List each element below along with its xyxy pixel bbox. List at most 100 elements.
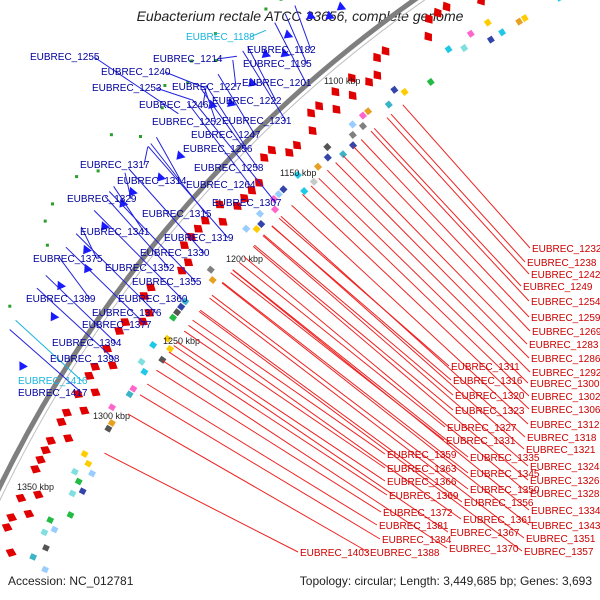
cog-category-block [390, 85, 399, 94]
reverse-gene-arrow [83, 244, 92, 255]
forward-gene-arrow [1, 523, 13, 532]
reverse-gene-arrow [101, 221, 110, 231]
cog-category-block [515, 17, 523, 26]
forward-gene-arrow [267, 145, 277, 155]
gene-label: EUBREC_1328 [530, 489, 600, 500]
accession-text: Accession: NC_012781 [8, 574, 134, 588]
cog-category-block [107, 419, 116, 427]
label-leader-line [156, 369, 382, 513]
label-leader-line [173, 345, 449, 533]
label-leader-line [58, 256, 91, 300]
cog-category-block [309, 177, 318, 186]
cog-category-block [323, 153, 332, 162]
cog-category-block [50, 525, 59, 534]
cog-category-block [257, 220, 266, 229]
label-leader-line [36, 287, 115, 360]
label-leader-line [203, 87, 217, 123]
label-leader-line [390, 113, 526, 263]
cog-category-block [70, 467, 79, 476]
cog-category-block [181, 297, 190, 306]
gene-label: EUBREC_1357 [524, 547, 594, 558]
label-leader-line [238, 262, 446, 428]
label-leader-line [291, 204, 529, 425]
gene-label: EUBREC_1311 [451, 362, 520, 373]
forward-gene-arrow [186, 232, 196, 241]
feature-marker [45, 243, 49, 247]
label-leader-line [183, 330, 386, 469]
label-leader-line [274, 22, 307, 84]
label-leader-line [352, 146, 531, 332]
gene-label: EUBREC_1254 [531, 297, 600, 308]
feature-marker [214, 59, 218, 62]
gene-label: EUBREC_1317 [80, 160, 150, 171]
gene-label: EUBREC_1314 [117, 176, 187, 187]
gene-label: EUBREC_1375 [33, 254, 103, 265]
gene-label: EUBREC_1360 [118, 294, 188, 305]
feature-marker [163, 84, 167, 87]
cog-category-block [498, 28, 507, 37]
forward-gene-arrow [433, 7, 442, 18]
cog-category-block [364, 107, 373, 116]
forward-gene-arrow [30, 465, 41, 474]
cog-category-block [313, 162, 323, 171]
label-leader-line [232, 269, 530, 511]
forward-gene-arrow [6, 513, 18, 522]
forward-gene-arrow [381, 46, 390, 56]
gene-label: EUBREC_1306 [531, 405, 600, 416]
cog-category-block [166, 344, 175, 353]
feature-marker [96, 169, 100, 173]
cog-category-block [84, 459, 93, 468]
cog-category-block [140, 367, 149, 376]
cog-category-block [293, 170, 302, 180]
kbp-tick-label: 1150 kbp [280, 168, 316, 178]
reverse-gene-arrow [261, 48, 271, 58]
feature-marker [75, 175, 79, 179]
forward-gene-arrow [179, 241, 189, 249]
feature-marker [43, 219, 47, 223]
cog-category-block [358, 111, 367, 120]
gene-label: EUBREC_1352 [105, 263, 175, 274]
gene-label: EUBREC_1286 [531, 354, 600, 365]
feature-marker [279, 0, 283, 1]
gene-label: EUBREC_1359 [387, 450, 457, 461]
label-leader-line [310, 185, 530, 397]
gene-label: EUBREC_1302 [531, 392, 600, 403]
gene-label: EUBREC_1388 [370, 548, 440, 559]
label-leader-line [139, 394, 381, 540]
gene-label: EUBREC_1182 [247, 45, 316, 56]
label-leader-line [146, 383, 378, 526]
forward-gene-arrow [120, 318, 131, 327]
gene-label: EUBREC_1330 [140, 248, 210, 259]
reverse-gene-arrow [176, 150, 186, 160]
label-leader-line [127, 413, 369, 553]
gene-label: EUBREC_1256 [183, 144, 253, 155]
gene-label: EUBREC_1242 [531, 270, 600, 281]
cog-category-block [348, 141, 358, 150]
label-leader-line [155, 136, 182, 182]
forward-gene-arrow [373, 52, 381, 63]
label-leader-line [108, 191, 197, 283]
gene-label: EUBREC_1253 [92, 83, 162, 94]
cog-category-block [29, 553, 38, 561]
forward-gene-arrow [32, 490, 44, 499]
gene-label: EUBREC_1312 [530, 420, 600, 431]
cog-category-block [400, 87, 409, 96]
gene-label: EUBREC_1331 [446, 436, 516, 447]
label-leader-line [147, 145, 229, 239]
gene-label: EUBREC_1416 [18, 376, 88, 387]
label-leader-line [252, 246, 529, 481]
cog-category-block [252, 224, 261, 234]
forward-gene-arrow [144, 309, 155, 317]
gene-label: EUBREC_1214 [153, 54, 223, 65]
forward-gene-arrow [477, 0, 485, 6]
feature-marker [139, 135, 142, 138]
gene-label: EUBREC_1334 [531, 506, 600, 517]
cog-category-block [78, 487, 87, 495]
cog-category-block [242, 224, 251, 233]
gene-label: EUBREC_1329 [67, 194, 137, 205]
cog-category-block [108, 403, 117, 412]
cog-category-block [129, 384, 138, 393]
feature-marker [186, 81, 190, 85]
gene-label: EUBREC_1252 [152, 117, 222, 128]
forward-gene-arrow [218, 217, 228, 226]
